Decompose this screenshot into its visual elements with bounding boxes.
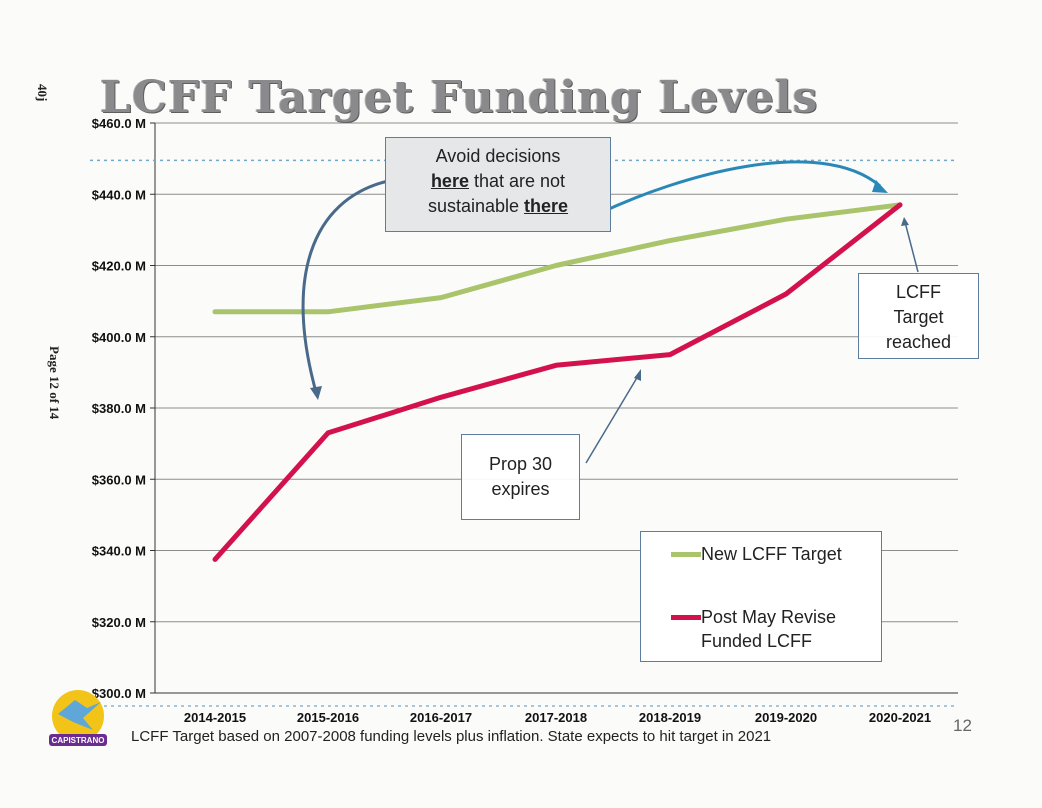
callout-line: sustainable there [386, 194, 610, 219]
data-point [553, 263, 559, 268]
data-point [438, 395, 444, 400]
data-point [438, 295, 444, 300]
x-tick-label: 2020-2021 [869, 710, 931, 725]
callout-line: LCFF [896, 282, 941, 302]
legend-swatch-funded [671, 615, 701, 620]
legend-label: Post May Revise Funded LCFF [701, 605, 836, 653]
footnote: LCFF Target based on 2007-2008 funding l… [131, 728, 772, 745]
callout-line: Prop 30 [488, 454, 553, 474]
data-point [783, 291, 789, 297]
callout-line: Avoid decisions [435, 146, 561, 166]
data-point [212, 557, 218, 562]
emphasis-there: there [524, 196, 569, 216]
emphasis-here: here [430, 171, 469, 191]
y-tick-label: $380.0 M [92, 401, 146, 416]
arrow-to-2021-icon [597, 160, 881, 216]
y-tick-label: $420.0 M [92, 259, 146, 274]
callout-line: Target [893, 307, 944, 327]
y-tick-label: $460.0 M [92, 116, 146, 131]
x-tick-label: 2018-2019 [639, 710, 701, 725]
x-tick-label: 2015-2016 [297, 710, 359, 725]
page-number: 12 [953, 716, 972, 735]
capistrano-logo: CAPISTRANO [49, 690, 107, 746]
legend-label: New LCFF Target [701, 544, 842, 564]
arrow-target-reached-icon [904, 221, 919, 273]
data-point [783, 217, 789, 222]
arrowhead-icon [310, 386, 322, 400]
arrowhead-icon [901, 217, 909, 226]
y-tick-label: $400.0 M [92, 330, 146, 345]
arrowhead-icon [872, 180, 888, 193]
arrowhead-icon [634, 369, 641, 381]
chart-legend: New LCFF Target Post May Revise Funded LC… [640, 531, 882, 662]
data-point [667, 238, 673, 243]
page-count-stamp: Page 12 of 14 [47, 346, 62, 420]
data-point [553, 363, 559, 368]
y-tick-label: $360.0 M [92, 472, 146, 487]
slide-title: LCFF Target Funding Levels [100, 72, 819, 123]
data-point [325, 309, 331, 314]
callout-line: here that are not [386, 169, 610, 194]
callout-prop30-expires: Prop 30 expires [461, 434, 580, 520]
x-tick-label: 2014-2015 [184, 710, 246, 725]
data-point [897, 202, 903, 208]
arrow-to-2015-icon [301, 179, 389, 393]
arrow-prop30-icon [585, 375, 639, 464]
legend-item-funded: Post May Revise Funded LCFF [671, 605, 836, 653]
logo-text: CAPISTRANO [52, 736, 105, 745]
callout-target-reached: LCFF Target reached [858, 273, 979, 359]
y-tick-label: $300.0 M [92, 686, 146, 701]
callout-line: reached [885, 332, 952, 352]
y-tick-label: $320.0 M [92, 615, 146, 630]
legend-swatch-target [671, 552, 701, 557]
document-stamp: 40j [35, 84, 50, 102]
y-tick-label: $440.0 M [92, 187, 146, 202]
legend-item-target: New LCFF Target [671, 542, 842, 566]
legend-label-line1: Post May Revise [701, 607, 837, 627]
x-tick-label: 2016-2017 [410, 710, 472, 725]
data-point [212, 309, 218, 314]
legend-label-line2: Funded LCFF [701, 631, 813, 651]
x-tick-label: 2017-2018 [525, 710, 587, 725]
x-tick-label: 2019-2020 [755, 710, 817, 725]
data-point [325, 430, 331, 436]
callout-avoid-decisions: Avoid decisions here that are not sustai… [385, 137, 611, 232]
callout-text: that are not [468, 171, 566, 191]
y-tick-label: $340.0 M [92, 544, 146, 559]
data-point [667, 352, 673, 357]
callout-text: sustainable [427, 196, 525, 216]
callout-line: expires [491, 479, 550, 499]
